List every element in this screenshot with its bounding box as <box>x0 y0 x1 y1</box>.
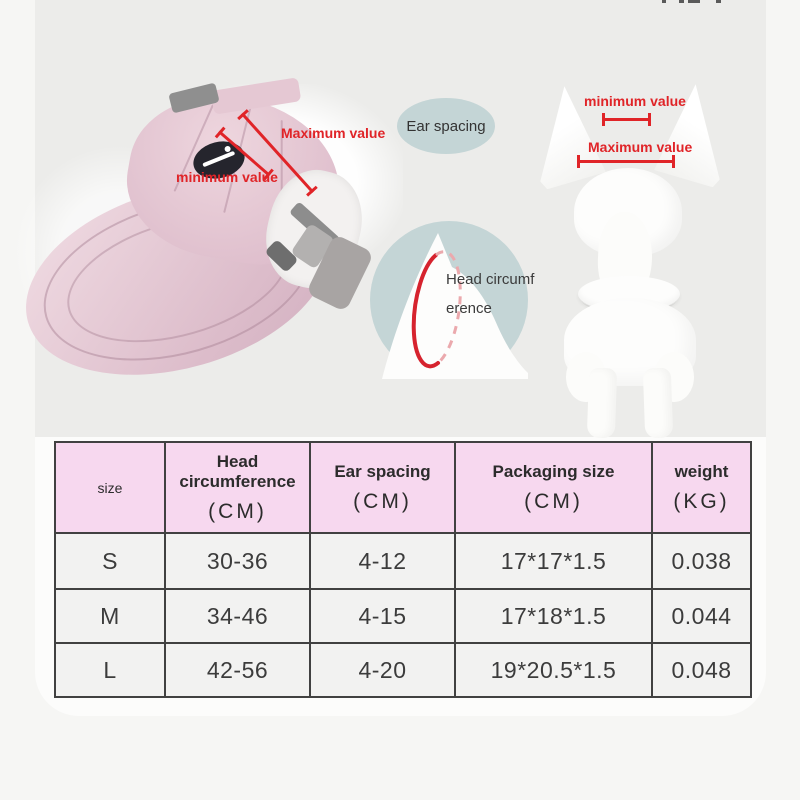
logo-glyph <box>202 150 236 168</box>
dog-head-profile-illustration <box>382 233 528 379</box>
cell-size: S <box>54 532 166 590</box>
circumference-loop-solid <box>411 253 440 369</box>
dog-mannequin <box>536 84 724 439</box>
header-size: size <box>54 441 166 534</box>
dog-right-leg <box>642 367 674 439</box>
cell-head-circumference: 34-46 <box>164 588 311 644</box>
table-row: M 34-46 4-15 17*18*1.5 0.044 <box>54 588 752 644</box>
head-circumference-badge: Head circumf erence <box>370 221 534 379</box>
dog-left-leg <box>586 367 618 439</box>
table-header-row: size Head circumference (CM) Ear spacing… <box>54 441 752 534</box>
size-table: size Head circumference (CM) Ear spacing… <box>54 441 752 698</box>
cropped-text-marks <box>662 0 732 4</box>
dog-minimum-measure-line <box>602 113 651 126</box>
header-ear-spacing: Ear spacing (CM) <box>309 441 456 534</box>
cell-weight: 0.044 <box>651 588 752 644</box>
cell-packaging-size: 17*17*1.5 <box>454 532 653 590</box>
dog-minimum-label: minimum value <box>584 93 686 109</box>
cell-weight: 0.038 <box>651 532 752 590</box>
cell-ear-spacing: 4-15 <box>309 588 456 644</box>
dog-maximum-measure-line <box>577 155 675 168</box>
header-packaging-size: Packaging size (CM) <box>454 441 653 534</box>
cell-size: M <box>54 588 166 644</box>
dog-maximum-label: Maximum value <box>588 139 693 155</box>
cell-head-circumference: 30-36 <box>164 532 311 590</box>
table-row: L 42-56 4-20 19*20.5*1.5 0.048 <box>54 642 752 698</box>
cell-packaging-size: 17*18*1.5 <box>454 588 653 644</box>
cap-minimum-label: minimum value <box>176 169 278 185</box>
cell-head-circumference: 42-56 <box>164 642 311 698</box>
ear-spacing-badge: Ear spacing <box>397 98 495 154</box>
head-circumference-label: Head circumf erence <box>446 271 535 317</box>
cell-weight: 0.048 <box>651 642 752 698</box>
header-weight: weight (KG) <box>651 441 752 534</box>
cell-size: L <box>54 642 166 698</box>
cell-ear-spacing: 4-20 <box>309 642 456 698</box>
table-row: S 30-36 4-12 17*17*1.5 0.038 <box>54 532 752 590</box>
cell-packaging-size: 19*20.5*1.5 <box>454 642 653 698</box>
cap-maximum-label: Maximum value <box>281 125 386 141</box>
ear-spacing-label: Ear spacing <box>406 117 486 135</box>
cell-ear-spacing: 4-12 <box>309 532 456 590</box>
pet-cap-photo <box>3 77 403 408</box>
header-head-circumference: Head circumference (CM) <box>164 441 311 534</box>
